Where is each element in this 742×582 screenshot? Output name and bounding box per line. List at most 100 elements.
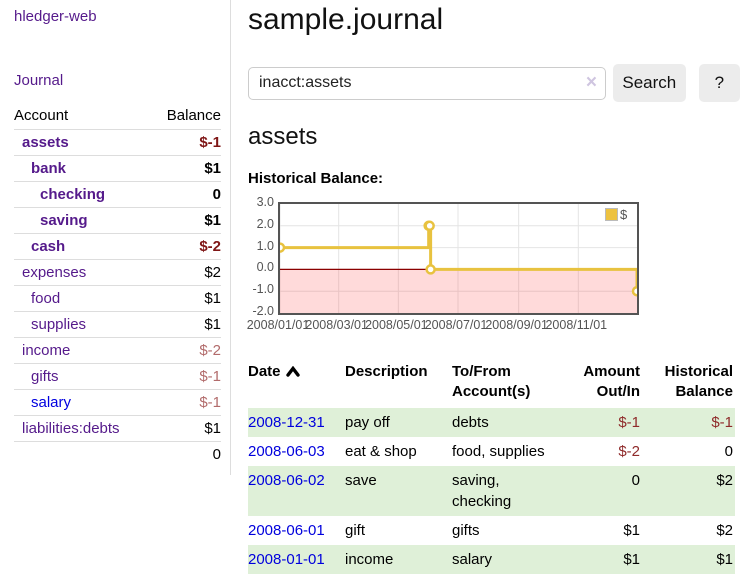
- clear-search-icon[interactable]: ×: [585, 71, 597, 93]
- transaction-description: eat & shop: [345, 443, 417, 460]
- register-row: 2008-06-03 eat & shop food, supplies $-2 0: [248, 437, 735, 466]
- chart-plot[interactable]: [278, 202, 639, 315]
- register-header-description: Description: [345, 363, 428, 380]
- sidebar-account-link[interactable]: assets: [22, 134, 69, 151]
- transaction-description: pay off: [345, 408, 452, 437]
- transaction-balance: $-1: [642, 408, 735, 437]
- accounts-table: Account Balance assets $-1 bank $1 checking 0…: [14, 104, 221, 469]
- transaction-balance: 0: [724, 443, 733, 460]
- register-table: Date Description To/From Account(s) Amou…: [248, 360, 735, 574]
- transaction-date-link[interactable]: 2008-06-02: [248, 472, 325, 489]
- account-balance: $-2: [150, 337, 221, 364]
- transaction-accounts: salary: [452, 545, 564, 574]
- app-brand-link[interactable]: hledger-web: [14, 8, 97, 25]
- account-balance: $-1: [150, 363, 221, 390]
- sidebar-account-link[interactable]: saving: [40, 212, 88, 229]
- chart-svg: [280, 204, 637, 313]
- register-header-row: Date Description To/From Account(s) Amou…: [248, 360, 735, 408]
- transaction-amount: $1: [623, 522, 640, 539]
- transaction-description: save: [345, 466, 452, 516]
- accounts-table-body: assets $-1 bank $1 checking 0 saving $1 cash $-2 e…: [14, 129, 221, 442]
- register-table-body: 2008-12-31 pay off debts $-1 $-1 2008-06-03 ea…: [248, 408, 735, 574]
- accounts-total-spacer: [14, 441, 151, 469]
- account-name-cell: checking: [14, 181, 151, 208]
- x-axis-tick-label: 2008/05/01: [365, 318, 428, 332]
- sidebar-account-link[interactable]: expenses: [22, 264, 87, 281]
- transaction-date-link[interactable]: 2008-12-31: [248, 414, 325, 431]
- account-row: cash $-2: [14, 233, 221, 260]
- account-row: gifts $-1: [14, 363, 221, 390]
- y-axis-tick-label: 0.0: [256, 260, 274, 275]
- transaction-accounts: food, supplies: [452, 443, 545, 460]
- main-content: sample.journal × Search ? assets Histori…: [247, 0, 740, 574]
- account-name-cell: salary: [14, 389, 151, 416]
- sort-ascending-icon: [285, 363, 300, 383]
- transaction-date-link[interactable]: 2008-06-03: [248, 443, 325, 460]
- page-title: sample.journal: [248, 3, 444, 36]
- transaction-date-cell: 2008-06-02: [248, 466, 345, 516]
- search-input[interactable]: [248, 66, 606, 100]
- register-header-accounts: To/From Account(s): [452, 363, 531, 400]
- sidebar-account-link[interactable]: income: [22, 342, 71, 359]
- y-axis-tick-label: -2.0: [252, 304, 274, 318]
- sidebar-account-link[interactable]: salary: [31, 394, 72, 411]
- account-name-cell: food: [14, 285, 151, 312]
- transaction-amount: 0: [564, 466, 642, 516]
- y-axis-tick-label: 3.0: [256, 195, 274, 209]
- account-row: income $-2: [14, 337, 221, 364]
- search-button[interactable]: Search: [612, 64, 686, 102]
- transaction-date-cell: 2008-01-01: [248, 545, 345, 574]
- account-name-cell: liabilities:debts: [14, 415, 151, 442]
- sidebar-account-link[interactable]: bank: [31, 160, 67, 177]
- sidebar-account-link[interactable]: supplies: [31, 316, 87, 333]
- x-axis-tick-label: 2008/01/01: [246, 318, 310, 332]
- sidebar-account-link[interactable]: checking: [40, 186, 106, 203]
- account-name-cell: expenses: [14, 259, 151, 286]
- transaction-balance: $1: [642, 545, 735, 574]
- sidebar-item-journal[interactable]: Journal: [14, 72, 64, 89]
- account-heading: assets: [248, 123, 318, 150]
- x-axis-tick-label: 2008/03/01: [305, 318, 368, 332]
- account-balance: $2: [150, 259, 221, 286]
- sidebar-account-link[interactable]: food: [31, 290, 61, 307]
- account-balance: $1: [150, 155, 221, 182]
- transaction-date-cell: 2008-12-31: [248, 408, 345, 437]
- chart-legend: $: [605, 207, 627, 222]
- account-row: expenses $2: [14, 259, 221, 286]
- register-row: 2008-01-01 income salary $1 $1: [248, 545, 735, 574]
- transaction-date-link[interactable]: 2008-06-01: [248, 522, 325, 539]
- account-balance: $-1: [150, 129, 221, 156]
- account-balance: $1: [150, 415, 221, 442]
- accounts-total-row: 0: [14, 441, 221, 469]
- account-name-cell: assets: [14, 129, 151, 156]
- transaction-date-link[interactable]: 2008-01-01: [248, 551, 325, 568]
- account-balance: $1: [150, 207, 221, 234]
- register-header-date[interactable]: Date: [248, 360, 345, 408]
- chart: $ 3.0 2.0 1.0 0.0 -1.0 -2.0 2008/01/01 2008/03/…: [247, 194, 648, 334]
- transaction-balance: $2: [642, 466, 735, 516]
- sidebar-account-link[interactable]: liabilities:debts: [22, 420, 120, 437]
- account-name-cell: income: [14, 337, 151, 364]
- sidebar-account-link[interactable]: gifts: [31, 368, 59, 385]
- accounts-header-row: Account Balance: [14, 104, 221, 130]
- y-axis-tick-label: -1.0: [252, 282, 274, 297]
- sidebar-account-link[interactable]: cash: [31, 238, 66, 255]
- transaction-accounts: debts: [452, 408, 564, 437]
- register-header-date-label: Date: [248, 363, 281, 380]
- register-row: 2008-06-02 save saving, checking 0 $2: [248, 466, 735, 516]
- legend-label: $: [620, 207, 628, 222]
- transaction-amount: $-2: [618, 443, 640, 460]
- sidebar: hledger-web Journal Account Balance asse…: [0, 0, 231, 475]
- account-row: saving $1: [14, 207, 221, 234]
- register-row: 2008-12-31 pay off debts $-1 $-1: [248, 408, 735, 437]
- transaction-accounts: gifts: [452, 522, 480, 539]
- account-balance: $-2: [150, 233, 221, 260]
- transaction-balance: $2: [716, 522, 733, 539]
- account-balance: $1: [150, 285, 221, 312]
- y-axis-tick-label: 1.0: [256, 238, 274, 253]
- transaction-amount: $1: [564, 545, 642, 574]
- x-axis-tick-label: 2008/11/01: [545, 318, 608, 332]
- transaction-amount: $-1: [564, 408, 642, 437]
- transaction-description: income: [345, 545, 452, 574]
- help-button[interactable]: ?: [698, 64, 740, 102]
